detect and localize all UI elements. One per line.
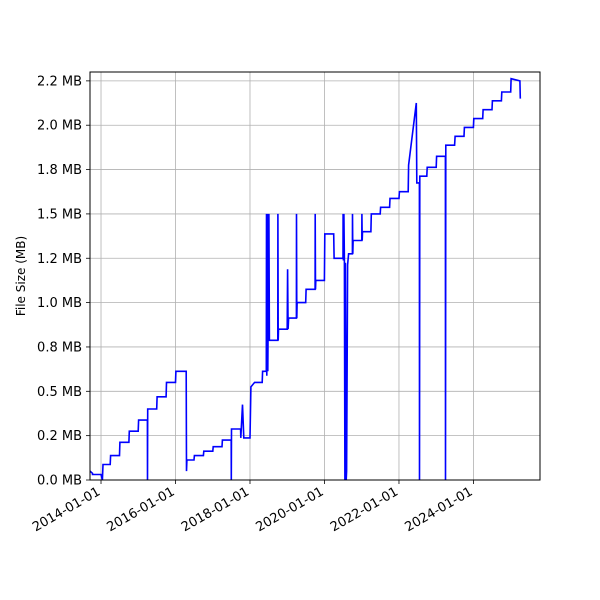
y-axis-label: File Size (MB) <box>14 236 28 316</box>
series-line-0 <box>90 77 522 480</box>
x-tick-label: 2024-01-01 <box>402 484 475 535</box>
y-tick-label: 1.2 MB <box>37 252 82 267</box>
y-tick-label: 0.0 MB <box>37 474 82 489</box>
y-tick-label: 2.0 MB <box>37 119 82 134</box>
x-tick-label: 2014-01-01 <box>30 484 103 535</box>
x-tick-label: 2020-01-01 <box>253 484 326 535</box>
y-axis: 0.0 MB 0.2 MB 0.5 MB 0.8 MB 1.0 MB 1.2 MB 1.5 … <box>37 74 90 489</box>
x-axis: 2014-01-01 2016-01-01 2018-01-01 2020-01-01… <box>30 480 475 535</box>
x-tick-label: 2022-01-01 <box>328 484 401 535</box>
plot-frame <box>89 71 541 481</box>
y-tick-label: 0.2 MB <box>37 429 82 444</box>
y-tick-label: 1.5 MB <box>37 207 82 222</box>
y-tick-label: 1.8 MB <box>37 163 82 178</box>
y-tick-label: 0.8 MB <box>37 340 82 355</box>
x-tick-label: 2016-01-01 <box>105 484 178 535</box>
y-tick-label: 1.0 MB <box>37 296 82 311</box>
y-tick-label: 2.2 MB <box>37 74 82 89</box>
series-layer <box>90 77 522 480</box>
y-tick-label: 0.5 MB <box>37 385 82 400</box>
x-tick-label: 2018-01-01 <box>179 484 252 535</box>
